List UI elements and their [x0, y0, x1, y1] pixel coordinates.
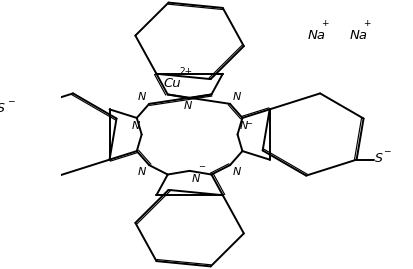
Text: 2+: 2+ [179, 67, 192, 76]
Text: N: N [183, 101, 192, 111]
Text: N: N [138, 92, 146, 102]
Text: N: N [239, 121, 247, 131]
Text: Cu: Cu [163, 77, 180, 90]
Text: −: − [245, 119, 252, 128]
Text: Na: Na [306, 30, 325, 43]
Text: +: + [320, 19, 328, 28]
Text: N: N [232, 92, 241, 102]
Text: N: N [138, 167, 146, 177]
Text: S: S [374, 152, 382, 165]
Text: N: N [232, 167, 241, 177]
Text: −: − [382, 146, 390, 155]
Text: +: + [363, 19, 370, 28]
Text: −: − [197, 162, 204, 171]
Text: N: N [191, 174, 199, 184]
Text: N: N [131, 121, 140, 131]
Text: −: − [7, 96, 14, 105]
Text: S: S [0, 102, 4, 115]
Text: Na: Na [349, 30, 366, 43]
